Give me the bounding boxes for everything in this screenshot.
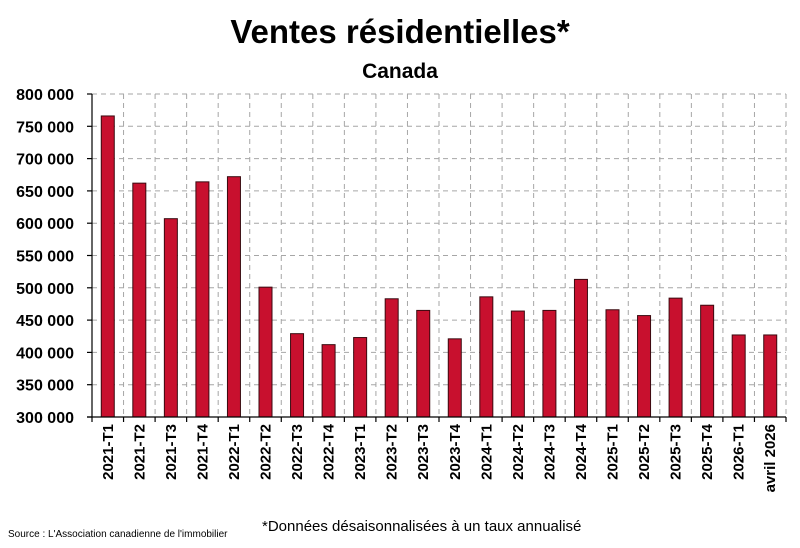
x-tick-label: 2025-T2 bbox=[636, 424, 653, 480]
bar-2022-T3 bbox=[290, 333, 305, 418]
x-tick-label: 2024-T4 bbox=[573, 423, 590, 480]
bar-2025-T2 bbox=[637, 315, 652, 418]
x-tick-label: 2024-T1 bbox=[478, 424, 495, 480]
axes bbox=[87, 93, 787, 422]
x-tick-label: 2022-T4 bbox=[321, 423, 338, 480]
x-tick-label: 2022-T3 bbox=[289, 424, 306, 480]
bar-2022-T4 bbox=[321, 344, 336, 418]
x-tick-label: 2021-T3 bbox=[163, 424, 180, 480]
x-tick-label: 2023-T3 bbox=[415, 424, 432, 480]
x-tick-label: avril 2026 bbox=[762, 424, 779, 492]
x-tick-label: 2022-T2 bbox=[258, 424, 275, 480]
bar-2021-T4 bbox=[195, 181, 210, 418]
bar-2024-T3 bbox=[542, 309, 557, 418]
y-tick-label: 300 000 bbox=[16, 410, 74, 427]
x-tick-label: 2025-T3 bbox=[668, 424, 685, 480]
x-tick-label: 2021-T2 bbox=[131, 424, 148, 480]
x-tick-label: 2021-T4 bbox=[194, 423, 211, 480]
bar-2023-T4 bbox=[447, 338, 462, 418]
chart-subtitle: Canada bbox=[362, 60, 438, 83]
y-tick-label: 400 000 bbox=[16, 345, 74, 362]
y-tick-label: 550 000 bbox=[16, 249, 74, 266]
bar-2024-T4 bbox=[573, 278, 588, 418]
bar-2023-T3 bbox=[416, 309, 431, 418]
bar-2024-T2 bbox=[510, 310, 525, 418]
bar-2026-T1 bbox=[731, 334, 746, 418]
x-tick-label: 2025-T1 bbox=[605, 424, 622, 480]
bar-2021-T3 bbox=[163, 218, 178, 418]
footnote: *Données désaisonnalisées à un taux annu… bbox=[262, 518, 582, 535]
bar-2022-T2 bbox=[258, 286, 273, 418]
y-tick-label: 750 000 bbox=[16, 119, 74, 136]
x-tick-label: 2024-T2 bbox=[510, 424, 527, 480]
x-tick-label: 2021-T1 bbox=[100, 424, 117, 480]
bar-2021-T1 bbox=[100, 115, 115, 418]
x-tick-label: 2023-T2 bbox=[384, 424, 401, 480]
bar-2023-T2 bbox=[384, 298, 399, 418]
bar-avril-2026 bbox=[763, 334, 778, 418]
bar-2023-T1 bbox=[353, 337, 368, 418]
bar-2025-T4 bbox=[700, 304, 715, 418]
y-tick-label: 800 000 bbox=[16, 87, 74, 104]
y-tick-label: 700 000 bbox=[16, 152, 74, 169]
x-axis-ticks: 2021-T1 2021-T2 2021-T3 2021-T4 2022-T1 2022-… bbox=[100, 423, 779, 492]
y-axis-ticks: 300 000 350 000 400 000 450 000 500 000 550 0… bbox=[16, 87, 74, 427]
y-tick-label: 350 000 bbox=[16, 378, 74, 395]
x-tick-label: 2023-T1 bbox=[352, 424, 369, 480]
chart-title: Ventes résidentielles* bbox=[230, 13, 570, 50]
bar-2021-T2 bbox=[132, 182, 147, 418]
x-tick-label: 2022-T1 bbox=[226, 424, 243, 480]
y-tick-label: 450 000 bbox=[16, 313, 74, 330]
x-tick-label: 2025-T4 bbox=[699, 423, 716, 480]
bar-2025-T1 bbox=[605, 309, 620, 418]
x-tick-label: 2023-T4 bbox=[447, 423, 464, 480]
source-note: Source : L'Association canadienne de l'i… bbox=[8, 529, 228, 540]
bar-2024-T1 bbox=[479, 296, 494, 418]
y-tick-label: 650 000 bbox=[16, 184, 74, 201]
x-tick-label: 2026-T1 bbox=[731, 424, 748, 480]
y-tick-label: 600 000 bbox=[16, 216, 74, 233]
bar-2022-T1 bbox=[226, 176, 241, 418]
x-tick-label: 2024-T3 bbox=[541, 424, 558, 480]
bar-2025-T3 bbox=[668, 297, 683, 418]
y-tick-label: 500 000 bbox=[16, 281, 74, 298]
